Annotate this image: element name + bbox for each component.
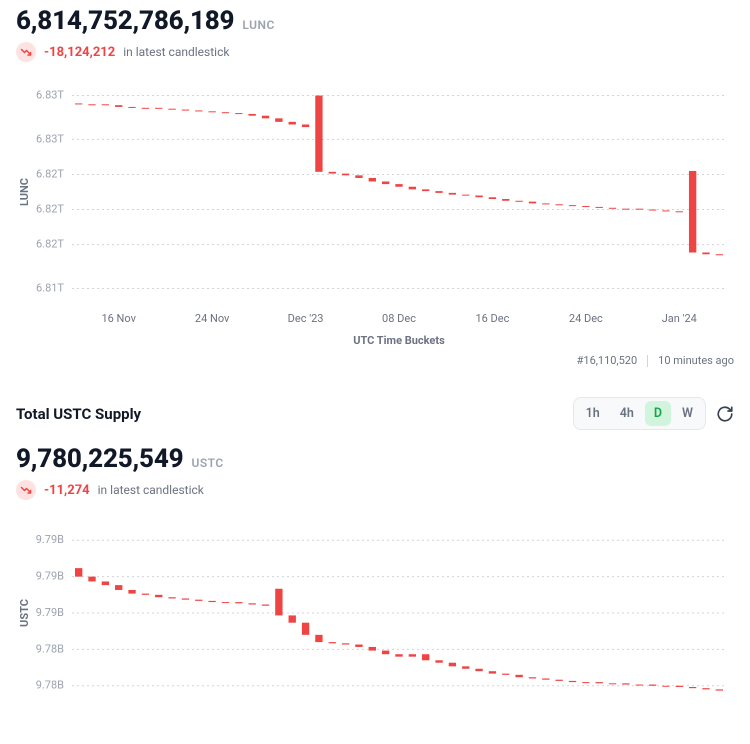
lunc-change-row: -18,124,212 in latest candlestick (16, 42, 734, 62)
lunc-supply-value: 6,814,752,786,189 (16, 6, 234, 36)
trend-down-icon (16, 42, 36, 62)
svg-text:9.79B: 9.79B (36, 606, 64, 619)
svg-text:Dec '23: Dec '23 (288, 312, 324, 325)
ustc-change-row: -11,274 in latest candlestick (16, 480, 734, 500)
timeframe-d[interactable]: D (645, 401, 671, 426)
lunc-block-number[interactable]: #16,110,520 (577, 354, 638, 367)
lunc-panel: 6,814,752,786,189 LUNC -18,124,212 in la… (8, 0, 742, 373)
ustc-header: Total USTC Supply 1h4hDW (16, 397, 734, 430)
footer-separator (647, 355, 648, 367)
lunc-change-label: in latest candlestick (123, 45, 229, 59)
timeframe-1h[interactable]: 1h (577, 401, 609, 426)
ustc-chart: 9.79B 9.79B 9.79B 9.78B 9.78B USTC (16, 508, 734, 718)
ustc-value-row: 9,780,225,549 USTC (16, 444, 734, 474)
svg-text:9.78B: 9.78B (36, 679, 64, 692)
svg-text:9.79B: 9.79B (36, 533, 64, 546)
ustc-timeframe-group: 1h4hDW (573, 397, 706, 430)
lunc-chart: 6.83T 6.83T 6.82T 6.82T 6.82T 6.81T 16 Nov 24 N… (16, 70, 734, 350)
ustc-unit: USTC (191, 456, 223, 470)
svg-text:6.82T: 6.82T (36, 202, 64, 215)
lunc-unit: LUNC (242, 18, 274, 32)
svg-text:16 Nov: 16 Nov (101, 312, 136, 325)
svg-text:6.83T: 6.83T (36, 132, 64, 145)
lunc-chart-svg[interactable]: 6.83T 6.83T 6.82T 6.82T 6.82T 6.81T 16 Nov 24 N… (16, 70, 736, 350)
svg-text:Jan '24: Jan '24 (662, 312, 697, 325)
lunc-value-row: 6,814,752,786,189 LUNC (16, 6, 734, 36)
svg-text:9.78B: 9.78B (36, 642, 64, 655)
timeframe-4h[interactable]: 4h (611, 401, 643, 426)
ustc-supply-value: 9,780,225,549 (16, 444, 183, 474)
ustc-change-label: in latest candlestick (98, 483, 204, 497)
svg-text:9.79B: 9.79B (36, 570, 64, 583)
svg-text:6.83T: 6.83T (36, 88, 64, 101)
svg-text:6.82T: 6.82T (36, 238, 64, 251)
ustc-chart-svg[interactable]: 9.79B 9.79B 9.79B 9.78B 9.78B USTC (16, 508, 736, 718)
svg-text:08 Dec: 08 Dec (382, 312, 416, 325)
refresh-icon[interactable] (716, 405, 734, 423)
timeframe-w[interactable]: W (673, 401, 702, 426)
svg-text:UTC Time Buckets: UTC Time Buckets (353, 334, 445, 347)
svg-text:24 Nov: 24 Nov (195, 312, 230, 325)
svg-text:6.82T: 6.82T (36, 167, 64, 180)
trend-down-icon (16, 480, 36, 500)
lunc-footer: #16,110,520 10 minutes ago (16, 354, 734, 367)
svg-text:16 Dec: 16 Dec (475, 312, 509, 325)
ustc-change-value: -11,274 (44, 483, 90, 498)
svg-text:24 Dec: 24 Dec (569, 312, 603, 325)
svg-text:USTC: USTC (18, 599, 31, 627)
svg-text:LUNC: LUNC (18, 178, 31, 206)
ustc-title: Total USTC Supply (16, 405, 141, 423)
lunc-change-value: -18,124,212 (44, 45, 115, 60)
lunc-time-ago: 10 minutes ago (658, 354, 734, 367)
svg-text:6.81T: 6.81T (36, 281, 64, 294)
ustc-panel: Total USTC Supply 1h4hDW 9,780,225,549 U… (8, 393, 742, 724)
